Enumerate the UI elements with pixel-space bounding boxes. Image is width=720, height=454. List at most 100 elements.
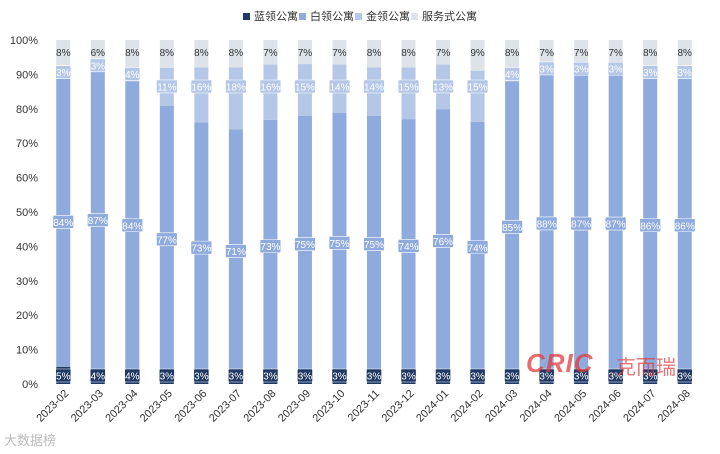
data-label: 8% <box>505 48 520 59</box>
data-label: 15% <box>468 83 488 94</box>
data-label-box <box>607 368 624 383</box>
data-label-box <box>607 61 624 76</box>
data-label-box <box>225 244 247 258</box>
bar-segment <box>401 40 416 68</box>
data-label: 16% <box>191 83 211 94</box>
data-label-box <box>363 237 385 251</box>
data-label-box <box>331 368 348 383</box>
bar-segment <box>297 40 312 65</box>
data-label: 4% <box>505 70 520 81</box>
x-tick-label: 2024-03 <box>483 388 520 425</box>
bar-segment <box>470 70 485 122</box>
legend-label: 蓝领公寓 <box>254 9 298 23</box>
data-label: 3% <box>229 372 244 383</box>
x-tick-label: 2023-08 <box>242 388 279 425</box>
y-tick-label: 40% <box>16 241 38 253</box>
data-label-box <box>294 237 316 251</box>
legend-label: 金领公寓 <box>366 9 410 23</box>
data-label: 73% <box>260 242 280 253</box>
watermark-left: 大数据榜 <box>4 433 57 448</box>
data-label: 8% <box>56 48 71 59</box>
data-label-box <box>573 368 590 383</box>
data-label-box <box>397 239 420 253</box>
data-label: 88% <box>537 219 557 230</box>
legend: 蓝领公寓 白领公寓 金领公寓 服务式公寓 <box>243 9 477 23</box>
data-label: 84% <box>53 218 73 229</box>
data-label-box <box>504 67 521 81</box>
bars: 5% 84% 3% 8% 4% 87% 3% 6% 4% 84% 4% 8% 3% 77% 11% 8% 3% 7… <box>52 40 696 384</box>
bar-segment <box>367 40 381 68</box>
data-label: 73% <box>191 244 211 255</box>
data-label-box <box>89 58 106 73</box>
data-label-box <box>466 79 489 94</box>
bar-segment <box>643 40 658 68</box>
y-tick-label: 30% <box>16 276 38 288</box>
data-label: 87% <box>606 220 626 231</box>
watermark-brand-latin: CRIC <box>526 348 594 378</box>
data-label: 14% <box>329 83 349 94</box>
x-tick-label: 2024-02 <box>449 388 486 425</box>
y-tick-label: 50% <box>16 207 38 219</box>
data-label: 3% <box>608 372 623 383</box>
y-tick-label: 60% <box>16 173 38 185</box>
x-tick-label: 2024-07 <box>621 388 658 425</box>
data-label: 8% <box>367 48 382 59</box>
data-label: 7% <box>539 48 554 59</box>
bar-segment <box>263 40 278 65</box>
data-label: 3% <box>401 372 416 383</box>
bar-segment <box>194 67 209 123</box>
data-label: 8% <box>160 48 175 59</box>
data-label: 86% <box>640 221 660 232</box>
data-label: 3% <box>298 372 313 383</box>
data-label: 3% <box>505 372 520 383</box>
data-label-box <box>328 235 351 250</box>
x-tick-label: 2023-11 <box>346 388 382 424</box>
data-label: 84% <box>122 221 142 232</box>
data-label-box <box>469 368 486 383</box>
data-label-box <box>89 368 106 383</box>
y-tick-label: 80% <box>16 104 38 116</box>
bar-segment <box>608 40 623 65</box>
data-label-box <box>674 218 696 233</box>
data-label: 8% <box>401 48 416 59</box>
bar-segment <box>470 40 485 71</box>
data-label: 3% <box>91 61 106 72</box>
legend-swatch <box>355 13 362 20</box>
data-label-box <box>573 61 590 76</box>
bar-segment <box>539 40 554 64</box>
data-label-box <box>366 368 382 383</box>
data-label: 3% <box>332 372 347 383</box>
data-label: 7% <box>263 48 278 59</box>
y-tick-label: 70% <box>16 138 38 150</box>
data-label-box <box>466 240 489 255</box>
data-label-box <box>156 79 178 94</box>
data-label: 3% <box>643 372 658 383</box>
legend-label: 白领公寓 <box>310 9 354 23</box>
data-label: 3% <box>608 65 623 76</box>
data-label-box <box>432 234 454 248</box>
data-label: 9% <box>470 48 485 59</box>
data-label: 3% <box>678 68 693 79</box>
data-label-box <box>124 67 141 81</box>
y-axis: 0% 10% 20% 30% 40% 50% 60% 70% 80% 90% 100% <box>10 35 38 391</box>
y-tick-label: 0% <box>22 379 38 391</box>
data-label: 75% <box>295 240 315 251</box>
data-label-box <box>294 79 316 94</box>
bar-segment <box>194 40 209 68</box>
data-label-box <box>190 79 213 94</box>
x-tick-label: 2024-05 <box>552 388 589 425</box>
data-label-box <box>121 218 144 233</box>
bar-segment <box>505 40 520 68</box>
data-label-box <box>604 216 627 231</box>
x-axis: 2023-022023-032023-042023-052023-062023-… <box>34 388 693 425</box>
x-tick-label: 2024-04 <box>518 388 555 425</box>
legend-swatch <box>411 13 418 20</box>
data-label-box <box>432 79 454 94</box>
bar-segment <box>125 40 140 68</box>
data-label: 76% <box>433 237 453 248</box>
data-label-box <box>538 368 555 383</box>
x-tick-label: 2023-02 <box>34 388 71 425</box>
legend-swatch <box>243 13 250 20</box>
x-tick-label: 2023-09 <box>276 388 313 425</box>
